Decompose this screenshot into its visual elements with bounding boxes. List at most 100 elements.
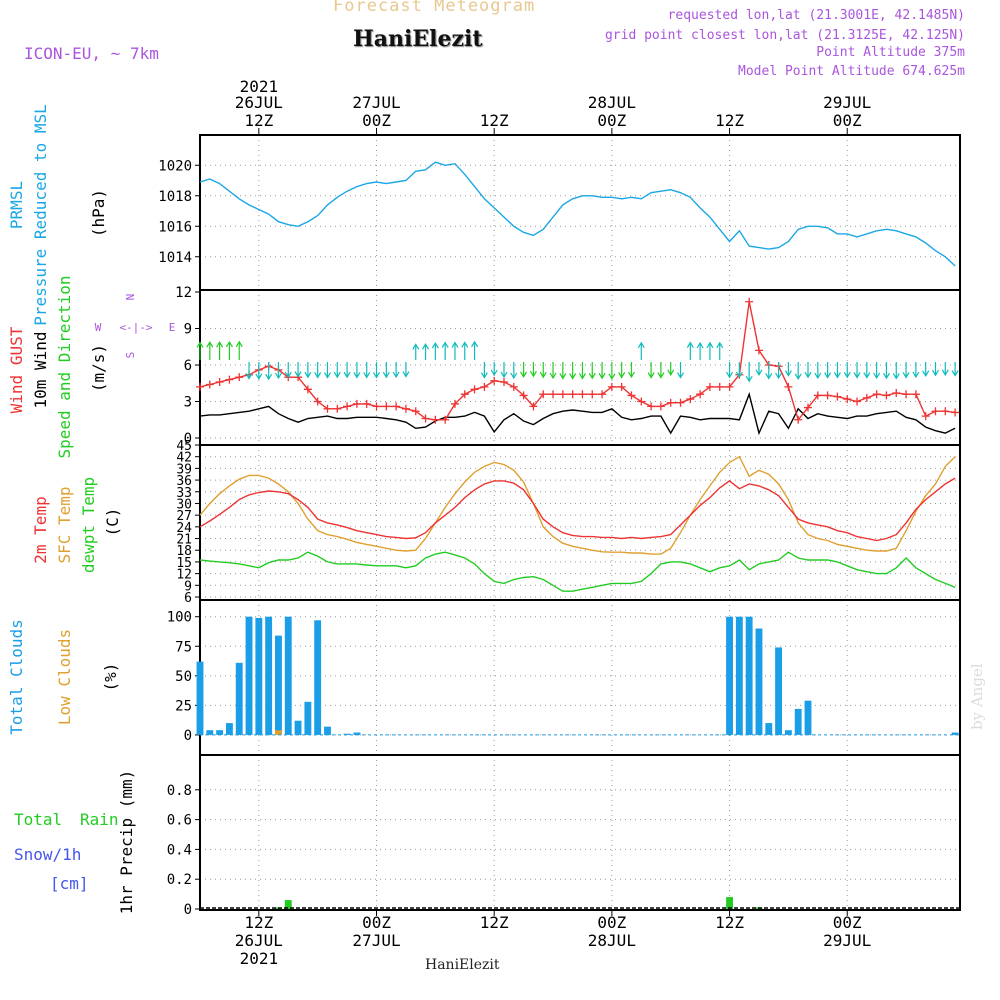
gust-marker — [804, 403, 812, 412]
dewpoint-line — [199, 551, 956, 592]
y-tick-label: 25 — [175, 698, 192, 714]
gust-marker — [784, 382, 793, 391]
clouds-label-total: Total Clouds — [7, 619, 26, 735]
gust-marker — [882, 391, 891, 400]
wind-arrow-head — [667, 369, 675, 376]
footer-location: HaniElezit — [425, 957, 500, 973]
location-title: HaniElezit — [353, 26, 483, 52]
wind-arrow-head — [225, 340, 233, 348]
bottom-time-hour: 00Z — [833, 913, 862, 932]
gust-marker — [892, 388, 901, 397]
bottom-time-hour: 12Z — [715, 913, 744, 932]
gust-marker — [470, 385, 479, 394]
gust-marker — [215, 378, 224, 387]
y-tick-label: 24 — [176, 521, 192, 536]
y-tick-label: 1014 — [158, 250, 192, 266]
total-cloud-bar — [726, 616, 733, 735]
total-cloud-bar — [265, 616, 273, 735]
panel-frame — [199, 599, 961, 756]
wind-arrow-head — [314, 372, 322, 379]
gust-marker — [656, 402, 665, 411]
wind-arrow-head — [882, 372, 890, 380]
y-tick-label: 1018 — [158, 189, 192, 205]
wind-arrow-head — [392, 371, 400, 379]
panel-frame — [199, 289, 961, 446]
gust-marker — [205, 380, 214, 389]
point-altitude: Point Altitude 375m — [816, 45, 965, 60]
total-cloud-bar — [951, 732, 959, 735]
bottom-time-hour: 00Z — [597, 913, 626, 932]
gust-marker — [813, 391, 822, 400]
temp-label-2m: 2m Temp — [31, 496, 50, 563]
y-tick-label: 0.8 — [167, 783, 192, 799]
gust-marker — [235, 373, 244, 382]
total-cloud-bar — [225, 723, 233, 735]
y-tick-label: 0 — [184, 902, 192, 918]
y-tick-label: 75 — [175, 639, 192, 655]
total-cloud-bar — [794, 708, 802, 735]
rain-bar — [726, 897, 733, 909]
compass-arrows: <-|-> — [119, 321, 152, 334]
wind-arrow-head — [794, 373, 802, 380]
bottom-time-hour: 12Z — [244, 913, 273, 932]
total-cloud-bar — [755, 628, 763, 735]
wind-arrow-head — [588, 372, 596, 380]
wind-arrow-head — [284, 371, 292, 379]
wind-arrow-head — [343, 371, 351, 379]
wind-arrow-head — [892, 373, 900, 380]
top-time-date: 29JUL — [823, 93, 871, 112]
gust-marker — [754, 346, 763, 355]
wind-arrow-head — [814, 372, 822, 380]
wind-arrow-head — [922, 370, 930, 377]
y-tick-label: 0 — [184, 728, 192, 744]
top-time-hour: 00Z — [833, 111, 862, 130]
gust-marker — [529, 402, 538, 411]
clouds-label-low: Low Clouds — [55, 629, 74, 725]
gust-marker — [627, 391, 636, 400]
total-cloud-bar — [343, 733, 351, 735]
wind-arrow-head — [735, 371, 743, 379]
precip-label-snow: Snow/1h — [14, 845, 81, 864]
y-tick-label: 6 — [184, 591, 192, 606]
y-tick-label: 9 — [184, 579, 192, 594]
precip-label-rain: Rain — [80, 810, 119, 829]
wind-arrow-head — [539, 371, 547, 379]
wind-arrow-head — [706, 341, 714, 349]
y-tick-label: 0.6 — [167, 813, 192, 829]
y-tick-label: 21 — [176, 533, 192, 548]
total-cloud-bar — [294, 720, 302, 735]
gust-marker — [558, 390, 567, 399]
temp-unit: (C) — [103, 508, 122, 537]
wind-arrow-head — [265, 373, 273, 381]
wind-arrow-head — [451, 341, 459, 348]
wind-arrow-head — [951, 370, 959, 377]
wind-arrow-head — [902, 372, 910, 379]
gust-marker — [411, 407, 420, 416]
gust-marker — [941, 407, 950, 416]
top-time-hour: 12Z — [480, 111, 509, 130]
wind-arrow-head — [686, 341, 694, 348]
clouds-unit: (%) — [101, 663, 120, 692]
wind-arrow-head — [853, 372, 861, 379]
y-tick-label: 0.2 — [167, 872, 192, 888]
gust-marker — [853, 397, 862, 406]
total-cloud-bar — [314, 620, 322, 735]
total-cloud-bar — [804, 700, 812, 735]
gust-marker — [911, 390, 920, 399]
gust-marker — [666, 398, 675, 407]
wind-arrow-head — [490, 369, 498, 377]
top-time-hour: 12Z — [244, 111, 273, 130]
gust-marker — [313, 397, 322, 406]
y-tick-label: 1016 — [158, 219, 192, 235]
y-tick-label: 0 — [184, 431, 192, 447]
gust-marker — [902, 390, 911, 399]
compass-east: E — [169, 321, 176, 334]
model-label: ICON-EU, ~ 7km — [24, 44, 159, 63]
gust-marker — [921, 412, 930, 421]
meteogram-title: Forecast Meteogram — [333, 0, 536, 16]
wind-arrow-head — [441, 341, 449, 348]
wind-label-dir: Speed and Direction — [55, 275, 74, 458]
total-cloud-bar — [284, 616, 292, 735]
gust-marker — [196, 382, 204, 391]
bottom-time-hour: 12Z — [480, 913, 509, 932]
